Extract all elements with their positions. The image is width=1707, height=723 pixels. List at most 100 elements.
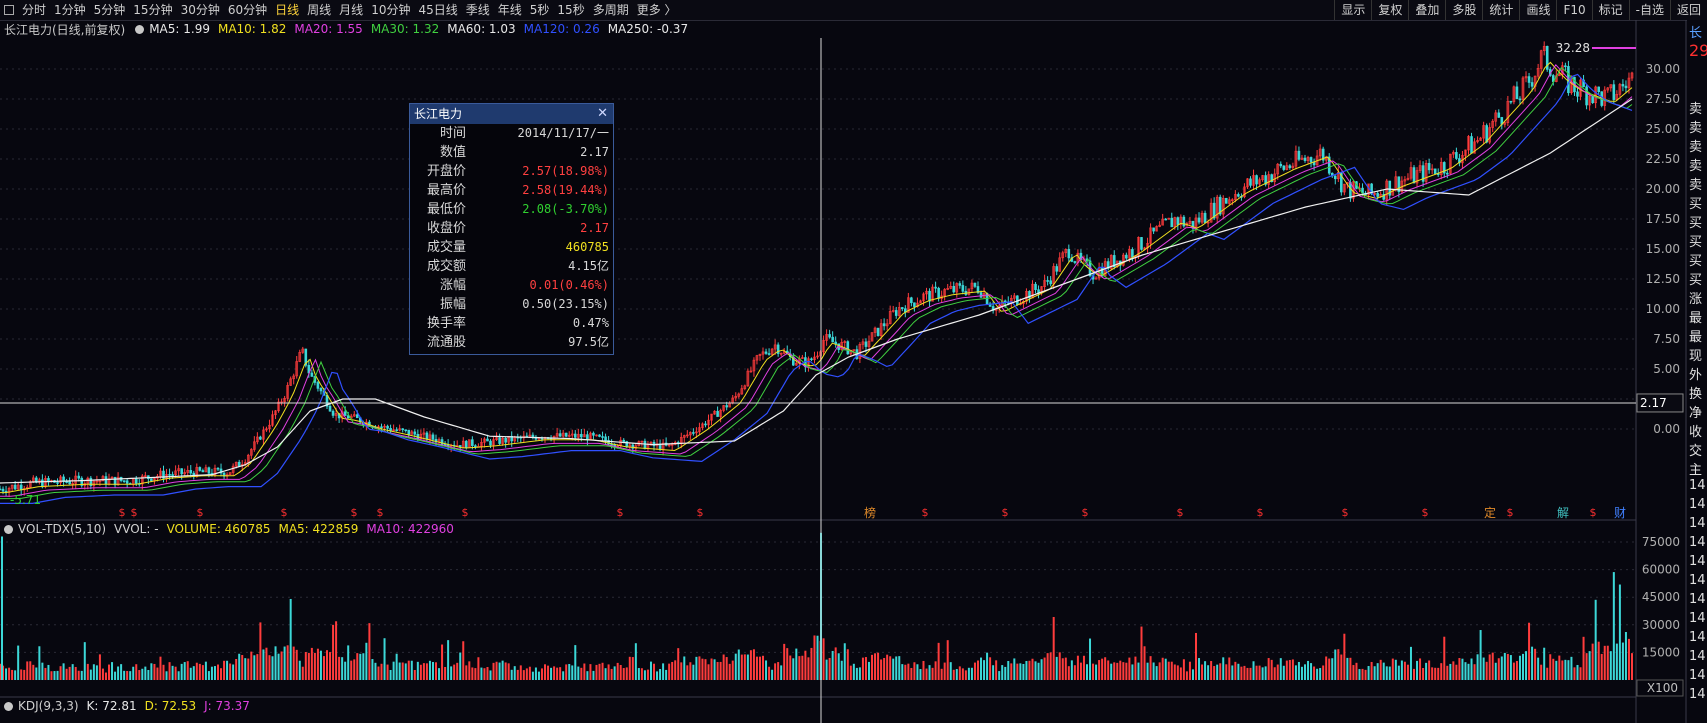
candle-body	[1255, 175, 1258, 185]
volume-bar	[1116, 662, 1119, 680]
candle-body	[262, 429, 265, 440]
period-tab-5[interactable]: 60分钟	[227, 3, 268, 17]
toolbar-button-8[interactable]: -自选	[1628, 0, 1670, 20]
tooltip-row: 最高价 2.58(19.44%)	[410, 181, 613, 200]
period-tab-14[interactable]: 15秒	[557, 3, 585, 17]
period-tab-8[interactable]: 月线	[339, 3, 364, 17]
candle-body	[885, 323, 889, 327]
period-tab-4[interactable]: 30分钟	[180, 3, 220, 17]
volume-bar	[304, 651, 307, 680]
volume-bar	[2, 665, 5, 680]
toolbar-button-3[interactable]: 多股	[1445, 0, 1482, 20]
period-tab-2[interactable]: 5分钟	[93, 3, 126, 17]
volume-bar	[195, 662, 198, 680]
settings-circle-icon[interactable]	[135, 24, 145, 34]
volume-bar	[1403, 661, 1406, 680]
candle-body	[894, 310, 898, 316]
candle-body	[125, 480, 129, 484]
volume-bar	[1004, 666, 1007, 680]
candle-body	[1224, 197, 1228, 204]
volume-bar	[1049, 652, 1052, 680]
volume-bar	[1061, 658, 1064, 680]
period-tab-16[interactable]: 更多 〉	[636, 3, 677, 17]
candle-body	[1043, 280, 1046, 287]
volume-bar	[719, 661, 722, 680]
volume-bar	[165, 671, 168, 680]
candle-body	[489, 440, 492, 446]
toolbar-button-1[interactable]: 复权	[1371, 0, 1408, 20]
price-tick-label: 22.50	[1646, 152, 1680, 166]
candle-body	[1388, 180, 1392, 196]
volume-bar	[20, 669, 23, 680]
period-tab-10[interactable]: 45日线	[418, 3, 458, 17]
tooltip-value: 4.15亿	[568, 259, 609, 273]
volume-bar	[307, 652, 310, 680]
side-item: 14	[1689, 554, 1706, 569]
volume-bar	[1319, 668, 1322, 680]
volume-bar	[329, 652, 332, 680]
volume-bar	[786, 648, 789, 680]
candle-body	[1067, 249, 1071, 259]
period-tab-15[interactable]: 多周期	[592, 3, 629, 17]
candle-body	[567, 434, 571, 437]
candle-body	[1264, 175, 1267, 185]
settings-circle-icon[interactable]	[4, 701, 13, 711]
candle-body	[1455, 152, 1458, 159]
volume-bar	[1282, 665, 1285, 680]
candle-body	[1140, 237, 1143, 250]
candle-body	[162, 470, 165, 479]
toolbar-button-5[interactable]: 画线	[1519, 0, 1556, 20]
price-tick-label: 20.00	[1646, 182, 1680, 196]
candle-body	[873, 327, 877, 333]
toolbar-button-6[interactable]: F10	[1556, 0, 1591, 20]
volume-bar	[1567, 660, 1570, 680]
candle-body	[719, 410, 722, 417]
volume-bar	[444, 667, 447, 680]
volume-bar	[704, 659, 707, 680]
candle-body	[1197, 217, 1201, 223]
period-tab-0[interactable]: 分时	[22, 3, 47, 17]
volume-bar	[1485, 661, 1488, 680]
period-tab-13[interactable]: 5秒	[529, 3, 550, 17]
toolbar-button-7[interactable]: 标记	[1591, 0, 1629, 20]
settings-circle-icon[interactable]	[4, 524, 13, 534]
volume-bar	[8, 667, 11, 680]
volume-bar	[1328, 658, 1331, 680]
volume-bar	[1540, 664, 1543, 680]
window-icon[interactable]	[4, 5, 14, 15]
close-icon[interactable]: ✕	[597, 106, 608, 121]
candle-body	[686, 434, 689, 437]
vol_legend-item-0: VOL-TDX(5,10)	[18, 522, 107, 536]
volume-bar	[1425, 662, 1428, 680]
toolbar-button-4[interactable]: 统计	[1482, 0, 1519, 20]
dividend-marker: $	[1177, 506, 1184, 519]
toolbar-button-0[interactable]: 显示	[1334, 0, 1371, 20]
volume-bar	[1073, 665, 1076, 680]
period-tab-9[interactable]: 10分钟	[371, 3, 411, 17]
candle-body	[698, 427, 701, 433]
volume-bar	[931, 667, 934, 680]
volume-bar	[1079, 662, 1082, 680]
period-tab-11[interactable]: 季线	[465, 3, 490, 17]
toolbar-button-9[interactable]: 返回	[1669, 0, 1707, 20]
period-tab-3[interactable]: 15分钟	[133, 3, 173, 17]
volume-bar	[1564, 659, 1567, 680]
period-tab-7[interactable]: 周线	[307, 3, 332, 17]
period-tab-6[interactable]: 日线	[275, 3, 300, 17]
candle-body	[710, 413, 713, 421]
candle-body	[1509, 100, 1513, 103]
volume-bar	[419, 664, 422, 680]
volume-bar	[1188, 661, 1191, 680]
volume-bar	[1531, 646, 1534, 680]
candle-body	[831, 336, 834, 343]
ma120-line	[0, 73, 1633, 504]
period-tab-12[interactable]: 年线	[497, 3, 522, 17]
period-tab-1[interactable]: 1分钟	[54, 3, 86, 17]
volume-bar	[1273, 667, 1276, 680]
volume-bar	[29, 661, 32, 680]
volume-bar	[1261, 667, 1264, 680]
volume-bar	[1288, 659, 1291, 680]
candle-body	[1333, 175, 1337, 180]
toolbar-button-2[interactable]: 叠加	[1408, 0, 1445, 20]
